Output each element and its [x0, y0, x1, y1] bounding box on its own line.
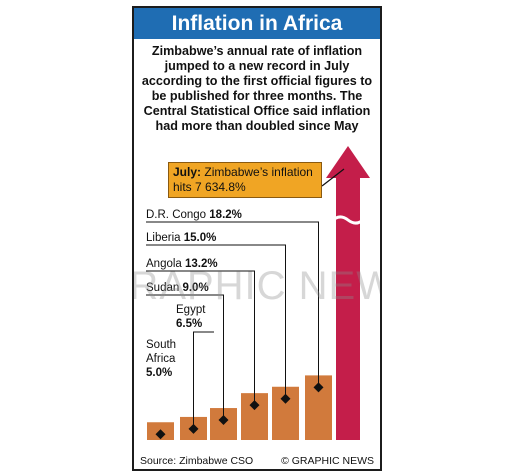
- bar-marker: [155, 429, 166, 440]
- label-egypt-name: Egypt: [176, 304, 206, 316]
- leader-line: [146, 270, 255, 406]
- intro-text: Zimbabwe’s annual rate of inflation jump…: [141, 44, 373, 133]
- zimbabwe-callout: July: Zimbabwe’s inflation hits 7 634.8%: [168, 162, 322, 198]
- label-liberia-name: Liberia 15.0%: [146, 232, 216, 244]
- label-liberia-value: 15.0%: [184, 232, 217, 244]
- watermark-text: GRAPHIC NEWS: [132, 264, 380, 308]
- zimbabwe-arrow: [321, 146, 370, 440]
- label-south-africa-name: South: [146, 339, 176, 351]
- callout-lead: July:: [173, 165, 202, 179]
- label-south-africa-name2: Africa: [146, 353, 176, 365]
- label-angola-name: Angola 13.2%: [146, 258, 218, 270]
- label-sudan-name: Sudan 9.0%: [146, 282, 209, 294]
- leader-line: [146, 294, 224, 421]
- leader-lines: [146, 221, 319, 429]
- infographic-frame: Inflation in Africa Zimbabwe’s annual ra…: [132, 6, 382, 471]
- bars: [147, 375, 332, 440]
- leader-line: [146, 244, 286, 399]
- bar-zimbabwe: [326, 146, 370, 440]
- label-angola-value: 13.2%: [185, 258, 218, 270]
- leader-line: [146, 221, 319, 388]
- label-south-africa-value: 5.0%: [146, 367, 172, 379]
- label-d-r-congo-name: D.R. Congo 18.2%: [146, 209, 242, 221]
- bar-chart: South Africa 5.0% Egypt 6.5% Sudan 9.0% Angola…: [146, 146, 370, 440]
- footer: Source: Zimbabwe CSO © GRAPHIC NEWS: [134, 453, 380, 469]
- label-egypt-value: 6.5%: [176, 318, 202, 330]
- label-d-r-congo-value: 18.2%: [209, 209, 242, 221]
- callout-leader: [321, 168, 345, 187]
- leader-line: [193, 331, 214, 429]
- source-text: Source: Zimbabwe CSO: [140, 455, 254, 467]
- label-sudan-value: 9.0%: [182, 282, 208, 294]
- page-title: Inflation in Africa: [134, 8, 380, 39]
- axis-break-mark: [329, 215, 367, 225]
- data-labels: South Africa 5.0% Egypt 6.5% Sudan 9.0% Angola…: [146, 209, 242, 379]
- credit-text: © GRAPHIC NEWS: [281, 455, 374, 467]
- callout-text: Zimbabwe’s inflation hits 7 634.8%: [173, 165, 313, 194]
